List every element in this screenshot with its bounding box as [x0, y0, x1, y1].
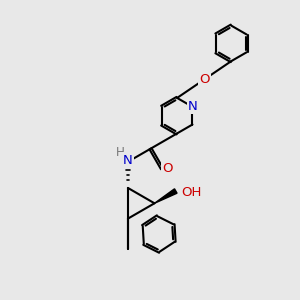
Text: OH: OH	[181, 186, 202, 199]
Text: H: H	[116, 146, 125, 159]
Polygon shape	[154, 189, 177, 203]
Text: O: O	[162, 162, 173, 175]
Text: O: O	[199, 73, 209, 86]
Text: N: N	[123, 154, 133, 166]
Text: N: N	[188, 100, 197, 113]
